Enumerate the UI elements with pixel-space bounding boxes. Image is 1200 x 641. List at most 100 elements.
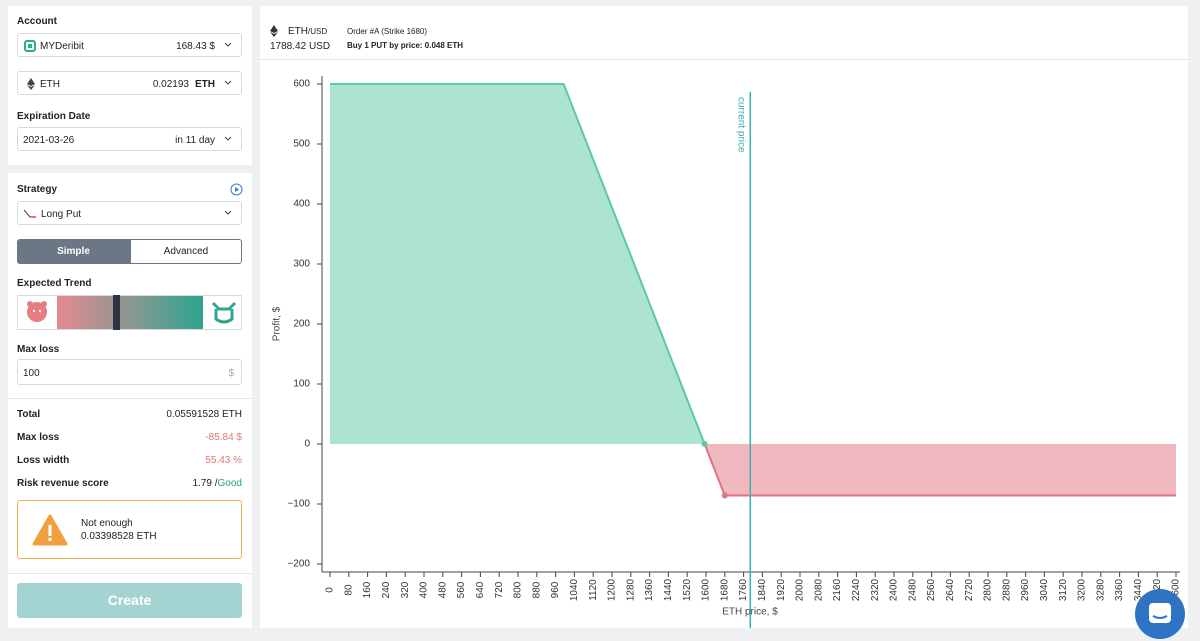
key: Risk revenue score xyxy=(17,478,109,489)
x-tick-label: 720 xyxy=(494,581,505,598)
y-tick-label: −200 xyxy=(287,559,310,570)
chat-button[interactable] xyxy=(1134,588,1186,640)
label: Strategy xyxy=(17,184,58,195)
x-tick-label: 3440 xyxy=(1133,578,1144,601)
chevron xyxy=(224,42,232,47)
divider xyxy=(260,59,1188,60)
account-name: MYDeribit xyxy=(40,41,84,52)
value: 0.05591528 ETH xyxy=(166,409,242,420)
asset-select[interactable]: ETH 0.02193 ETH xyxy=(17,71,242,95)
x-tick-label: 480 xyxy=(437,581,448,598)
play-icon[interactable] xyxy=(230,183,243,196)
x-tick-label: 800 xyxy=(513,581,524,598)
divider xyxy=(8,573,252,574)
x-tick-label: 1920 xyxy=(776,578,787,601)
score: 1.79 / xyxy=(192,478,218,489)
x-tick-label: 2480 xyxy=(907,578,918,601)
icon xyxy=(24,40,36,52)
point xyxy=(701,441,708,447)
x-tick-label: 1360 xyxy=(644,578,655,601)
order-desc: Buy 1 PUT by price: 0.048 ETH xyxy=(347,41,464,50)
x-tick-label: 0 xyxy=(325,587,336,593)
x-tick-label: 1120 xyxy=(588,579,599,601)
strategy-name: Long Put xyxy=(41,209,82,220)
price-unit: USD xyxy=(308,41,331,52)
pair-quote: /USD xyxy=(308,27,328,36)
icon xyxy=(23,209,36,218)
input-unit: $ xyxy=(228,368,234,379)
x-tick-label: 400 xyxy=(419,581,430,598)
profit-line xyxy=(330,83,706,444)
y-tick-label: 400 xyxy=(293,199,310,210)
x-tick-label: 2160 xyxy=(832,578,843,601)
input-value: 100 xyxy=(23,368,40,379)
x-tick-label: 1280 xyxy=(625,578,636,601)
x-tick-label: 80 xyxy=(343,584,354,596)
label: Account xyxy=(17,16,57,27)
score-word: Good xyxy=(217,478,242,489)
loss-line xyxy=(703,444,1176,497)
chevron xyxy=(224,80,232,85)
chevron xyxy=(224,210,232,215)
trend-graphic xyxy=(27,295,237,330)
key: Max loss xyxy=(17,432,60,443)
asset-unit: ETH xyxy=(195,79,215,90)
pair: ETH/USD xyxy=(288,26,327,37)
x-tick-label: 1600 xyxy=(701,578,712,601)
x-tick-label: 960 xyxy=(550,581,561,598)
warning: Not enough 0.03398528 ETH xyxy=(17,500,242,559)
x-tick-label: 1680 xyxy=(719,578,730,601)
x-tick-label: 320 xyxy=(400,581,411,598)
point xyxy=(721,492,728,499)
x-tick-label: 2080 xyxy=(813,578,824,601)
key: Loss width xyxy=(17,455,70,466)
tab-advanced[interactable]: Advanced xyxy=(130,239,242,264)
expiration-select[interactable]: 2021-03-26 in 11 day xyxy=(17,127,242,151)
y-tick-label: 100 xyxy=(293,379,310,390)
x-tick-label: 1040 xyxy=(569,578,580,601)
chevron xyxy=(224,136,232,141)
x-tick-label: 880 xyxy=(531,581,542,598)
strategy-card: Strategy Long Put Simple Advanced Expect… xyxy=(8,173,252,628)
label: Expiration Date xyxy=(17,111,91,122)
value: 1.79 /Good xyxy=(193,478,243,489)
x-tick-label: 1200 xyxy=(607,578,618,601)
summary-row: Total 0.05591528 ETH xyxy=(17,409,242,420)
warning-text: Not enough xyxy=(81,518,133,529)
trend-slider[interactable] xyxy=(17,295,242,330)
x-tick-label: 3120 xyxy=(1058,578,1069,601)
create-button[interactable]: Create xyxy=(17,583,242,618)
x-tick-label: 2880 xyxy=(1001,578,1012,601)
x-tick-label: 2400 xyxy=(889,578,900,601)
x-tick-label: 160 xyxy=(362,581,373,598)
x-tick-label: 1840 xyxy=(757,578,768,601)
divider xyxy=(8,398,252,399)
y-tick-label: 600 xyxy=(293,79,310,90)
strategy-select[interactable]: Long Put xyxy=(17,201,242,225)
x-tick-label: 3200 xyxy=(1077,578,1088,601)
account-select[interactable]: MYDeribit 168.43 $ xyxy=(17,33,242,57)
x-tick-label: 1760 xyxy=(738,578,749,601)
x-tick-label: 3280 xyxy=(1095,578,1106,601)
tab-simple[interactable]: Simple xyxy=(17,239,130,264)
profit-area xyxy=(330,84,1176,444)
x-tick-label: 3360 xyxy=(1114,578,1125,601)
account-balance: 168.43 $ xyxy=(176,41,215,52)
x-tick-label: 3600 xyxy=(1171,578,1182,601)
order-title: Order #A (Strike 1680) xyxy=(347,27,428,36)
value: -85.84 $ xyxy=(205,432,242,443)
x-tick-label: 560 xyxy=(456,581,467,598)
x-tick-label: 640 xyxy=(475,581,486,598)
y-tick-label: 200 xyxy=(293,319,310,330)
max-loss-input[interactable]: 100 $ xyxy=(17,359,242,385)
price: 1788.42 USD xyxy=(270,41,330,52)
icon xyxy=(27,78,35,90)
key: Total xyxy=(17,409,41,420)
summary-row: Loss width 55.43 % xyxy=(17,455,242,466)
asset-amount: 0.02193 xyxy=(152,79,189,90)
warning-icon xyxy=(32,514,68,546)
y-tick-label: 0 xyxy=(304,439,310,450)
x-tick-label: 1440 xyxy=(663,578,674,601)
